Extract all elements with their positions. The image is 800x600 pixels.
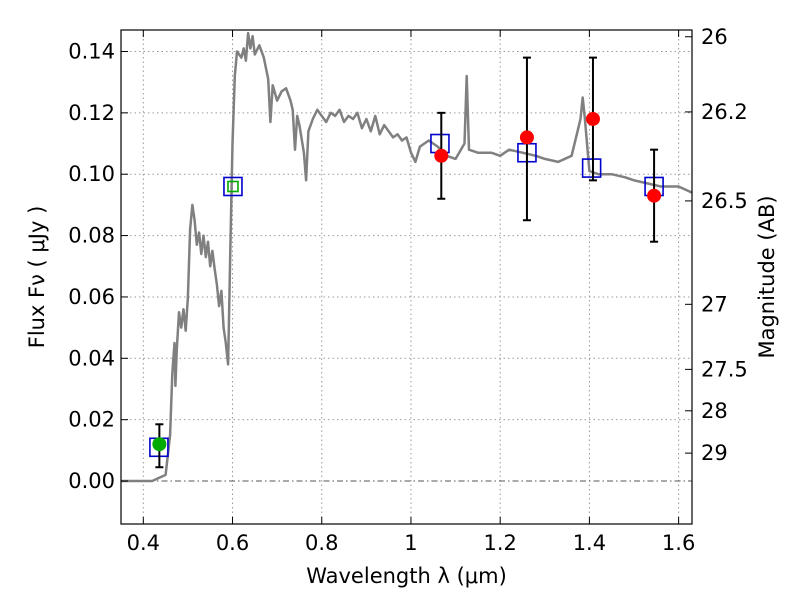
y-tick-label: 0.14 bbox=[68, 39, 115, 63]
right-tick-label: 29 bbox=[701, 441, 728, 465]
right-tick-label: 26.2 bbox=[701, 100, 748, 124]
y-tick-label: 0.00 bbox=[68, 469, 115, 493]
plot-frame bbox=[120, 29, 693, 525]
right-tick-label: 26.5 bbox=[701, 189, 748, 213]
y-tick-label: 0.10 bbox=[68, 162, 115, 186]
measured-point bbox=[152, 437, 167, 452]
right-tick-label: 27 bbox=[701, 292, 728, 316]
right-tick-label: 28 bbox=[701, 399, 728, 423]
measured-square-marker bbox=[227, 180, 239, 193]
right-tick-label: 27.5 bbox=[701, 357, 748, 381]
y-tick-label: 0.12 bbox=[68, 101, 115, 125]
x-tick-label: 1 bbox=[404, 531, 417, 555]
y-tick-label: 0.02 bbox=[68, 408, 115, 432]
x-tick-label: 0.4 bbox=[127, 531, 160, 555]
model-photometry-marker bbox=[223, 176, 243, 197]
x-tick-label: 0.6 bbox=[216, 531, 249, 555]
x-tick-label: 1.2 bbox=[483, 531, 516, 555]
measured-point bbox=[434, 148, 449, 163]
y-axis-title: Flux Fν ( μJy ) bbox=[25, 206, 49, 349]
x-tick-label: 1.6 bbox=[662, 531, 695, 555]
model-photometry-marker bbox=[581, 158, 602, 178]
measured-point bbox=[519, 130, 534, 145]
data-series bbox=[121, 31, 693, 483]
y-tick-label: 0.06 bbox=[68, 285, 115, 309]
measured-point bbox=[647, 188, 662, 203]
x-tick-label: 1.4 bbox=[573, 531, 606, 555]
x-tick-label: 0.8 bbox=[305, 531, 338, 555]
y-tick-label: 0.04 bbox=[68, 346, 115, 370]
right-axis-title: Magnitude (AB) bbox=[755, 195, 779, 358]
y-tick-label: 0.08 bbox=[68, 224, 115, 248]
x-axis-title: Wavelength λ (μm) bbox=[306, 564, 507, 588]
ticks: 0.4 0.6 0.8 1 1.2 1.4 1.6 0.00 0.02 0.04 0.06 0.08 0… bbox=[68, 25, 748, 555]
measured-point bbox=[585, 111, 600, 126]
right-tick-label: 26 bbox=[701, 25, 728, 49]
model-sed-line bbox=[121, 31, 693, 483]
